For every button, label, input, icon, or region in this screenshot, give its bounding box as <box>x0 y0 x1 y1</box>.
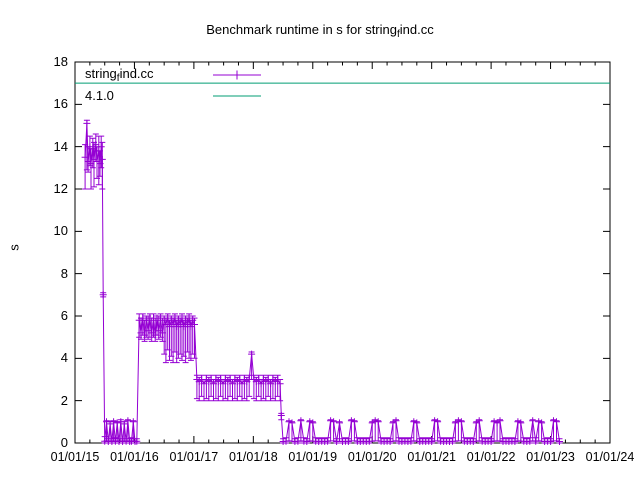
y-tick-label: 4 <box>60 350 68 366</box>
y-tick-label: 16 <box>53 96 68 112</box>
y-tick-label: 12 <box>53 181 68 196</box>
legend-entry-series: stringfind.cc <box>85 66 154 84</box>
chart-title: Benchmark runtime in s for stringfind.cc <box>0 22 640 40</box>
x-tick-label: 01/01/17 <box>169 450 219 464</box>
y-tick-label: 10 <box>53 223 68 239</box>
legend-series-label: string <box>85 66 117 81</box>
legend-version-label: 4.1.0 <box>85 88 114 103</box>
y-axis-label: s <box>6 244 22 251</box>
y-tick-label: 0 <box>60 435 68 450</box>
y-tick-label: 18 <box>53 54 68 69</box>
x-tick-label: 01/01/23 <box>526 450 575 464</box>
x-tick-label: 01/01/20 <box>347 450 397 464</box>
x-tick-label: 01/01/24 <box>585 450 635 464</box>
x-tick-label: 01/01/21 <box>407 450 456 464</box>
y-tick-label: 2 <box>60 392 68 408</box>
chart-title-text-tail: ind.cc <box>399 22 434 37</box>
y-tick-label: 8 <box>60 265 68 281</box>
chart-title-subscript: f <box>396 29 400 40</box>
chart-title-text: Benchmark runtime in s for string <box>206 22 397 37</box>
legend-series-label-subscript: f <box>116 73 120 84</box>
legend-entry-version: 4.1.0 <box>85 88 114 103</box>
legend-series-label-tail: ind.cc <box>119 66 154 81</box>
y-tick-label: 6 <box>60 308 68 323</box>
x-tick-label: 01/01/16 <box>110 450 159 464</box>
y-tick-label: 14 <box>53 138 68 154</box>
x-tick-label: 01/01/22 <box>466 450 516 464</box>
x-tick-label: 01/01/18 <box>228 450 278 464</box>
x-tick-label: 01/01/19 <box>288 450 338 464</box>
x-tick-label: 01/01/15 <box>50 450 100 464</box>
